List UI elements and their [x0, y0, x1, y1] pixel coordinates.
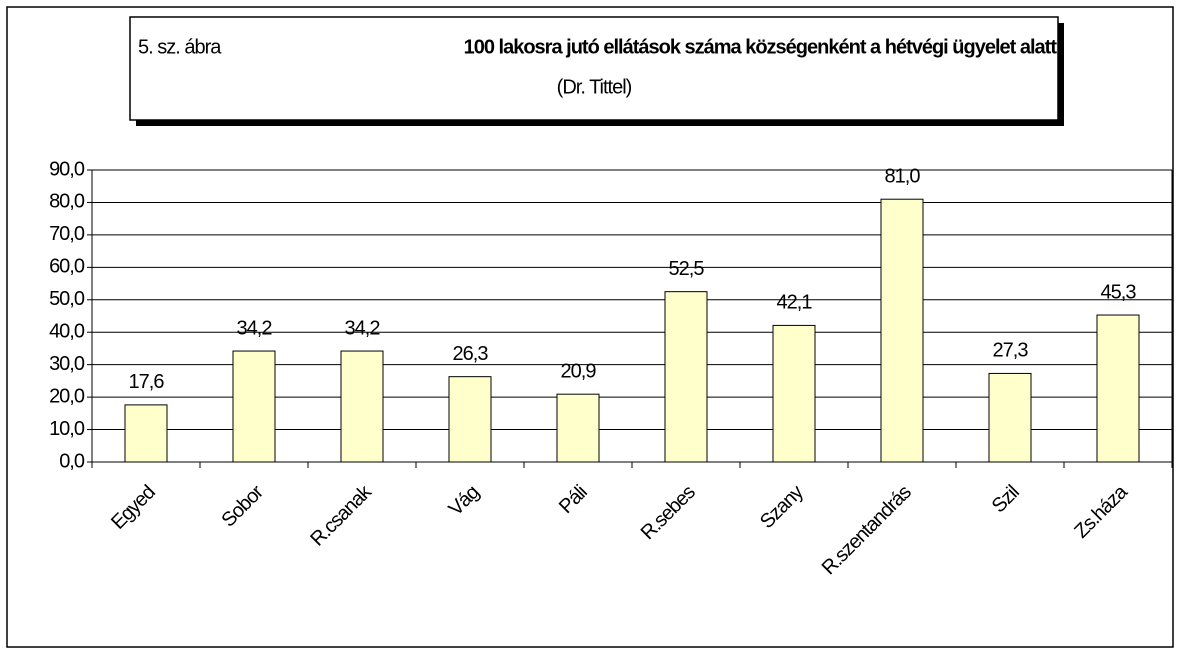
data-label: 52,5: [669, 258, 705, 280]
y-tick-label: 0,0: [59, 450, 85, 472]
chart-title: 100 lakosra jutó ellátások száma községe…: [464, 36, 1058, 58]
bar: [448, 376, 492, 463]
data-label: 81,0: [885, 165, 921, 187]
data-label: 42,1: [777, 292, 813, 314]
data-label: 17,6: [129, 371, 165, 393]
chart-subtitle: (Dr. Tittel): [557, 76, 632, 98]
y-tick-label: 30,0: [49, 353, 85, 375]
bar: [556, 393, 600, 463]
data-label: 27,3: [993, 340, 1029, 362]
bar: [232, 350, 276, 463]
y-tick-label: 60,0: [49, 256, 85, 278]
bar: [772, 324, 816, 463]
bar: [880, 198, 924, 463]
bar: [664, 291, 708, 463]
data-label: 20,9: [561, 360, 597, 382]
y-tick-label: 40,0: [49, 321, 85, 343]
data-label: 34,2: [345, 317, 381, 339]
y-tick-label: 80,0: [49, 191, 85, 213]
y-tick-label: 10,0: [49, 418, 85, 440]
y-tick-label: 50,0: [49, 288, 85, 310]
title-box: [129, 16, 1059, 121]
y-tick-label: 70,0: [49, 223, 85, 245]
data-label: 45,3: [1101, 281, 1137, 303]
figure-label: 5. sz. ábra: [138, 36, 222, 58]
bar: [340, 350, 384, 463]
data-label: 26,3: [453, 343, 489, 365]
data-label: 34,2: [237, 317, 273, 339]
bar: [1096, 314, 1140, 463]
y-tick-label: 90,0: [49, 158, 85, 180]
bar: [124, 404, 168, 463]
bar: [988, 372, 1032, 463]
y-tick-label: 20,0: [49, 385, 85, 407]
